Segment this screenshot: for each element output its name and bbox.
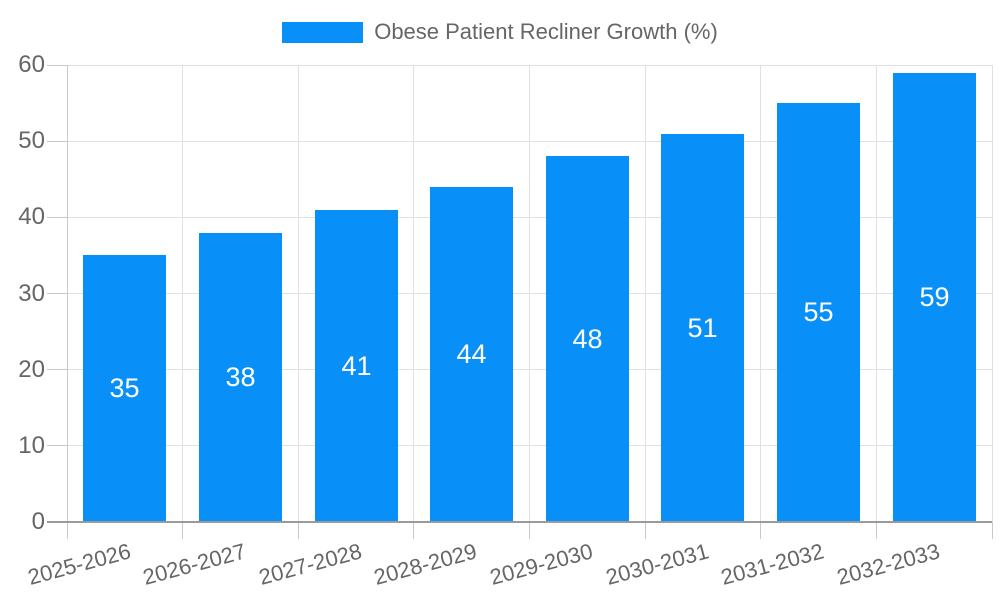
x-tick-label: 2032-2033: [834, 538, 943, 590]
x-tick-label: 2029-2030: [487, 538, 596, 590]
gridline-vertical: [413, 65, 415, 522]
y-tick-label: 40: [18, 203, 45, 231]
bar[interactable]: 44: [430, 187, 513, 522]
y-axis-tick: [47, 369, 67, 371]
y-tick-label: 50: [18, 127, 45, 155]
x-tick-label: 2028-2029: [371, 538, 480, 590]
x-axis-tick: [529, 522, 530, 539]
x-axis-tick: [875, 522, 877, 539]
x-tick-label: 2025-2026: [24, 538, 133, 590]
x-axis-tick: [182, 522, 184, 539]
y-tick-label: 20: [18, 355, 45, 383]
y-axis-tick: [47, 64, 67, 66]
gridline-vertical: [644, 65, 646, 522]
x-axis-tick: [413, 522, 415, 539]
bar-value-label: 38: [225, 362, 256, 392]
y-tick-label: 30: [18, 279, 45, 307]
x-axis-tick: [297, 522, 299, 539]
gridline-vertical: [297, 65, 299, 522]
legend-swatch: [282, 21, 364, 43]
bar-value-label: 51: [687, 312, 718, 343]
x-axis-tick: [644, 522, 646, 539]
x-tick-label: 2027-2028: [256, 538, 365, 590]
x-axis-tick: [66, 522, 68, 539]
y-axis-tick: [47, 445, 67, 447]
bar-value-label: 59: [919, 282, 950, 312]
gridline-vertical: [66, 65, 68, 522]
x-tick-label: 2030-2031: [602, 538, 712, 590]
y-axis-tick: [47, 293, 67, 294]
bar[interactable]: 59: [893, 73, 976, 522]
x-tick-label: 2026-2027: [140, 538, 249, 590]
plot-area: 35 38 41 44 48 51 55 59: [66, 64, 993, 523]
bar[interactable]: 55: [777, 103, 860, 522]
chart-legend[interactable]: Obese Patient Recliner Growth (%): [0, 20, 1000, 44]
gridline-vertical: [760, 65, 762, 522]
y-tick-label: 0: [31, 508, 45, 535]
bar[interactable]: 48: [546, 156, 629, 522]
gridline-vertical: [991, 65, 993, 522]
x-axis-line: [47, 521, 992, 523]
y-tick-label: 60: [18, 51, 45, 78]
y-tick-label: 10: [18, 431, 45, 459]
bar[interactable]: 51: [661, 134, 744, 522]
x-axis-tick: [760, 522, 762, 539]
bar[interactable]: 35: [83, 255, 166, 522]
y-axis-tick: [47, 216, 67, 218]
x-axis-tick: [991, 522, 993, 539]
bar-value-label: 41: [341, 350, 372, 381]
bar-value-label: 48: [572, 323, 603, 354]
bar[interactable]: 38: [199, 233, 282, 522]
bar-value-label: 55: [803, 297, 834, 327]
y-axis-tick: [47, 140, 67, 142]
bar[interactable]: 41: [315, 210, 398, 522]
x-tick-label: 2031-2032: [718, 538, 827, 590]
legend-label: Obese Patient Recliner Growth (%): [374, 19, 718, 44]
bar-value-label: 35: [109, 373, 140, 403]
gridline-vertical: [875, 65, 877, 522]
bar-value-label: 44: [456, 339, 487, 369]
gridline-vertical: [182, 65, 184, 522]
gridline-vertical: [529, 65, 530, 522]
